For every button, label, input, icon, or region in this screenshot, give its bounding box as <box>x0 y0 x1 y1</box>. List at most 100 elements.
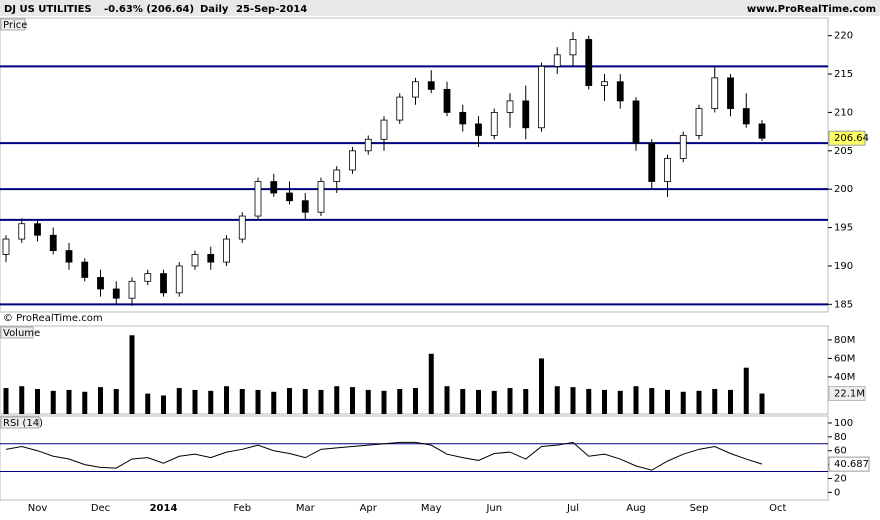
volume-bar <box>176 388 182 414</box>
volume-bar <box>255 389 261 414</box>
candle-body <box>569 39 577 56</box>
y-tick-label: 0 <box>834 487 840 498</box>
y-tick-label: 200 <box>834 184 853 195</box>
volume-bar <box>539 358 544 414</box>
rsi-line <box>5 441 763 471</box>
candle-body <box>506 100 514 113</box>
candle-body <box>270 181 278 194</box>
volume-bar <box>82 391 88 414</box>
y-tick-label: 185 <box>834 299 853 310</box>
candle-body <box>34 223 41 236</box>
volume-bar <box>712 388 718 414</box>
panel-label: Price <box>3 20 27 31</box>
y-tick-label: 215 <box>834 69 853 80</box>
volume-bar <box>3 388 9 414</box>
y-tick-label: 190 <box>834 261 853 272</box>
header-title: DJ US UTILITIES <box>4 4 92 15</box>
panel-label-box <box>0 326 34 339</box>
volume-bar <box>192 389 198 414</box>
candle-body <box>695 108 703 136</box>
x-tick-label: Feb <box>233 503 251 514</box>
volume-bar <box>334 386 340 414</box>
y-tick-label: 80M <box>834 335 855 346</box>
y-tick-label: 210 <box>834 107 853 118</box>
candle-body <box>144 273 152 282</box>
volume-bar <box>696 390 702 414</box>
volume-bar <box>318 389 324 414</box>
candle-body <box>459 112 467 125</box>
x-tick-label: Dec <box>91 503 110 514</box>
candle-body <box>238 215 246 240</box>
candle-body <box>412 81 419 98</box>
panel-label-box <box>0 18 26 31</box>
x-tick-label: May <box>421 503 442 514</box>
candle-body <box>475 123 482 136</box>
volume-bar <box>665 389 670 414</box>
volume-bar <box>365 389 371 414</box>
candle-body <box>490 112 498 136</box>
candle-body <box>648 142 656 182</box>
x-tick-label: Apr <box>360 503 378 514</box>
volume-bar <box>507 388 513 414</box>
x-tick-label: Mar <box>296 503 316 514</box>
candle-body <box>601 81 608 86</box>
copyright: © ProRealTime.com <box>3 313 103 324</box>
volume-bar <box>491 390 497 414</box>
candle-body <box>301 200 309 213</box>
candle-body <box>175 265 183 294</box>
y-tick-label: 60M <box>834 353 855 364</box>
candle-body <box>81 261 89 278</box>
volume-bar <box>271 391 277 414</box>
candle-body <box>18 223 26 240</box>
last-price: 206.64 <box>834 133 869 144</box>
candle-body <box>380 119 388 140</box>
x-tick-label: Jun <box>485 503 502 514</box>
x-tick-label: Sep <box>690 503 709 514</box>
last-rsi: 40.687 <box>834 459 869 470</box>
volume-bar <box>145 393 151 414</box>
price-frame <box>0 17 829 313</box>
y-tick-label: 195 <box>834 223 853 234</box>
candle-body <box>758 123 766 139</box>
candle-body <box>742 108 750 125</box>
header-source: www.ProRealTime.com <box>747 4 876 15</box>
volume-bar <box>554 386 560 414</box>
panel-label: Volume <box>3 328 40 339</box>
candle-body <box>538 65 545 129</box>
volume-bar <box>523 388 529 414</box>
candle-body <box>727 77 734 109</box>
candle-body <box>191 254 199 267</box>
volume-bar <box>633 386 639 414</box>
volume-bar <box>208 390 214 414</box>
volume-bar <box>476 389 481 414</box>
volume-bar <box>129 335 135 414</box>
candle-body <box>160 273 167 294</box>
y-tick-label: 205 <box>834 146 853 157</box>
volume-bar <box>428 353 434 414</box>
header-change: -0.63% (206.64) <box>104 4 194 15</box>
last-volume-box <box>828 386 866 402</box>
volume-bar <box>113 388 119 414</box>
candle-body <box>65 250 73 263</box>
x-tick-label: Nov <box>28 503 48 514</box>
candle-body <box>553 54 561 67</box>
volume-bar <box>239 388 245 414</box>
candle-body <box>49 234 57 251</box>
volume-bar <box>161 395 166 414</box>
volume-bar <box>413 388 418 414</box>
volume-bar <box>287 388 292 414</box>
x-tick-label: Jul <box>566 503 579 514</box>
candle-body <box>396 96 404 121</box>
y-tick-label: 100 <box>834 418 853 429</box>
header-date: 25-Sep-2014 <box>236 4 307 15</box>
header-period: Daily <box>200 4 229 15</box>
candle-body <box>2 238 10 255</box>
y-tick-label: 80 <box>834 432 847 443</box>
volume-bar <box>617 390 623 414</box>
volume-bar <box>66 389 72 414</box>
panel-label-box <box>0 416 40 429</box>
candle-body <box>364 138 372 152</box>
candle-body <box>112 288 120 299</box>
